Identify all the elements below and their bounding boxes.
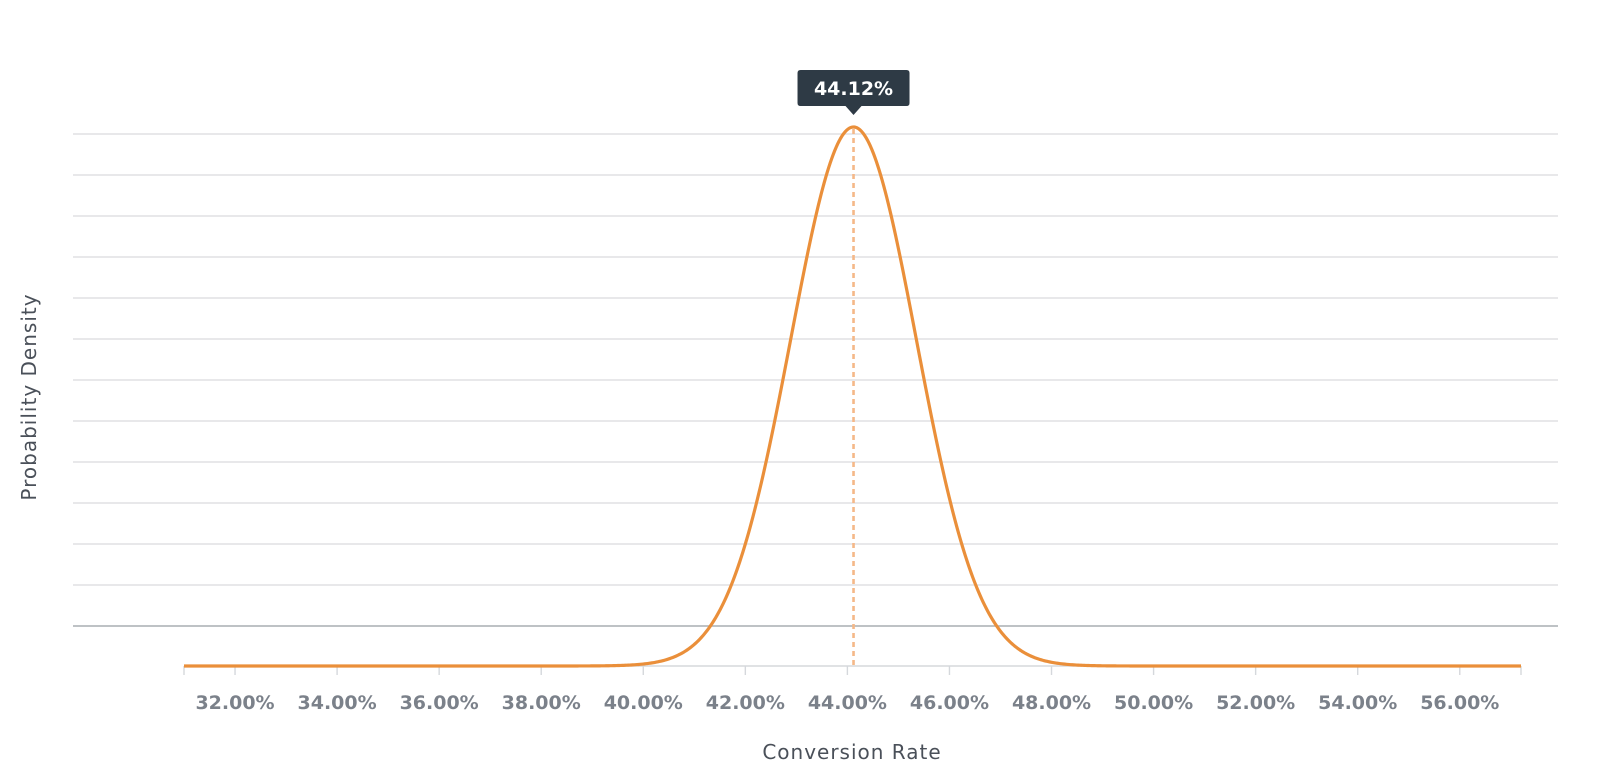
x-ticks: 32.00% 34.00% 36.00% 38.00% 40.00% 42.00% 44.0…	[195, 666, 1499, 714]
peak-tooltip: 44.12%	[797, 70, 910, 115]
x-tick-label: 40.00%	[604, 692, 683, 714]
x-tick-label: 34.00%	[298, 692, 377, 714]
density-curve[interactable]	[183, 125, 1522, 668]
x-tick-label: 52.00%	[1216, 692, 1295, 714]
x-tick-label: 36.00%	[400, 692, 479, 714]
x-tick-label: 50.00%	[1114, 692, 1193, 714]
x-tick-label: 44.00%	[808, 692, 887, 714]
tooltip-label: 44.12%	[814, 78, 893, 100]
grid-lines	[73, 133, 1558, 627]
x-tick-label: 54.00%	[1318, 692, 1397, 714]
x-tick-label: 46.00%	[910, 692, 989, 714]
x-tick-label: 56.00%	[1420, 692, 1499, 714]
y-axis-title: Probability Density	[17, 293, 41, 500]
tooltip-box	[797, 70, 910, 115]
x-tick-label: 38.00%	[502, 692, 581, 714]
x-axis-title: Conversion Rate	[762, 740, 941, 764]
x-tick-label: 42.00%	[706, 692, 785, 714]
x-tick-label: 48.00%	[1012, 692, 1091, 714]
x-tick-label: 32.00%	[195, 692, 274, 714]
